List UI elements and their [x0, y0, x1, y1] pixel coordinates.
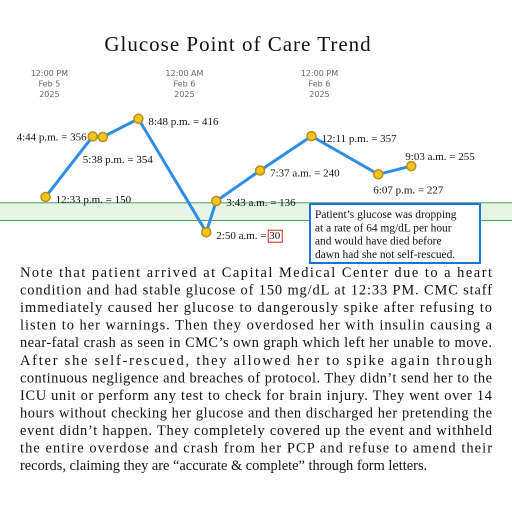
annotation-line: dawn had she not self-rescued. — [315, 249, 455, 261]
x-tick-label: Feb 6 — [309, 80, 331, 89]
note-line: the entire overdose and crash from her P… — [20, 441, 492, 457]
annotation-line: Patient’s glucose was dropping — [315, 209, 457, 221]
chart-title: Glucose Point of Care Trend — [104, 32, 371, 56]
point — [97, 131, 109, 143]
point-label: 9:03 a.m. = 255 — [405, 151, 475, 163]
x-tick-label: Feb 6 — [174, 80, 196, 89]
point — [40, 191, 51, 203]
point-label: 4:44 p.m. = 356 — [17, 131, 88, 143]
note-line: continuous negligence and breaches of pr… — [20, 370, 492, 386]
note-line: event didn’t happen. They completely cov… — [20, 423, 493, 439]
point — [254, 165, 266, 176]
point-label: 8:48 p.m. = 416 — [148, 116, 219, 128]
point-label: 2:50 a.m. = 30 — [216, 230, 280, 242]
x-tick-label: 2025 — [174, 90, 194, 99]
note-line: hours without checking her glucose and t… — [20, 405, 492, 421]
note-line: After she self-rescued, they allowed her… — [20, 353, 492, 369]
x-tick-label: 12:00 PM — [301, 69, 338, 78]
point-label: 7:37 a.m. = 240 — [270, 168, 340, 180]
x-tick-label: 2025 — [309, 90, 329, 99]
point-label: 3:43 a.m. = 136 — [226, 197, 296, 209]
point — [373, 169, 384, 180]
annotation-line: at a rate of 64 mg/dL per hour — [315, 222, 452, 234]
point-label: 5:38 p.m. = 354 — [83, 154, 154, 166]
note-line: condition and had stable glucose of 150 … — [20, 283, 492, 299]
highlight-box — [267, 229, 283, 243]
note-line: listen to her warnings. Then they overdo… — [20, 318, 493, 334]
x-tick-label: Feb 5 — [38, 80, 60, 89]
note-line: records, claiming they are “accurate & c… — [20, 458, 427, 474]
point-label: 12:33 p.m. = 150 — [56, 194, 132, 206]
point-label: 12:11 p.m. = 357 — [322, 133, 398, 145]
note-line: ICU unit or perform any test to check fo… — [20, 388, 492, 404]
x-tick-label: 2025 — [39, 90, 59, 99]
x-tick-label: 12:00 PM — [31, 69, 68, 78]
x-tick-label: 12:00 AM — [165, 69, 203, 78]
annotation-line: and would have died before — [315, 236, 442, 248]
point — [406, 160, 417, 172]
note-line: near-fatal crash as seen in CMC’s own gr… — [20, 335, 492, 351]
annotation-box — [309, 203, 481, 264]
note-line: Note that patient arrived at Capital Med… — [20, 265, 492, 281]
point — [201, 226, 212, 238]
note-line: immediately caused her glucose to danger… — [20, 300, 492, 316]
point — [87, 131, 98, 142]
point — [133, 113, 144, 125]
point-label: 6:07 p.m. = 227 — [373, 184, 444, 196]
point — [306, 130, 317, 142]
point — [210, 195, 222, 207]
